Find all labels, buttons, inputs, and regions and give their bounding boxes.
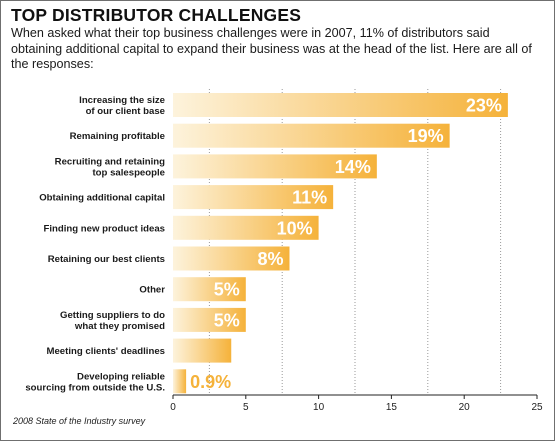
bar [173,123,450,148]
bar [173,185,334,210]
chart-subtitle: When asked what their top business chall… [11,26,532,71]
bar-value-label: 5% [214,310,240,330]
bar [173,215,319,240]
bar-value-label: 4% [235,341,261,361]
bars: 23% 19% 14% 11% 10% 8% 5% 5% 4%0.9% [173,93,508,394]
category-label: Retaining our best clients [48,254,165,265]
category-label: Meeting clients' deadlines [46,346,165,357]
bar [173,307,246,332]
bar-value-label: 0.9% [190,372,231,392]
bar [173,277,246,302]
bar [173,246,290,271]
x-tick-label: 15 [386,402,398,413]
category-label: Remaining profitable [70,131,165,142]
category-label: Recruiting and retaining top salespeople [55,156,165,178]
x-tick-label: 5 [243,402,249,413]
bar [173,93,508,117]
bar [173,369,187,394]
bar [173,338,232,363]
bar-value-label: 23% [466,96,502,116]
bar-value-label: 19% [408,126,444,146]
x-axis: 0 5 10 15 20 25 [170,394,543,413]
x-tick-label: 20 [459,402,471,413]
x-tick-label: 0 [170,402,176,413]
category-labels: Increasing the size of our client base Rem… [25,95,165,393]
category-label: Getting suppliers to do what they promise… [60,310,165,332]
category-label: Other [139,285,165,296]
source-note: 2008 State of the Industry survey [13,416,146,426]
category-label: Obtaining additional capital [39,193,165,204]
x-tick-label: 25 [531,402,543,413]
chart-title: TOP DISTRIBUTOR CHALLENGES [11,5,302,25]
x-tick-label: 10 [313,402,325,413]
bar-value-label: 10% [277,218,313,238]
bar [173,154,377,179]
category-label: Developing reliable sourcing from outside… [25,371,165,393]
category-label: Increasing the size of our client base [79,95,165,117]
category-label: Finding new product ideas [43,223,165,234]
bar-value-label: 5% [214,280,240,300]
bar-value-label: 14% [335,157,371,177]
bar-value-label: 11% [292,188,327,208]
bar-value-label: 8% [257,249,283,269]
